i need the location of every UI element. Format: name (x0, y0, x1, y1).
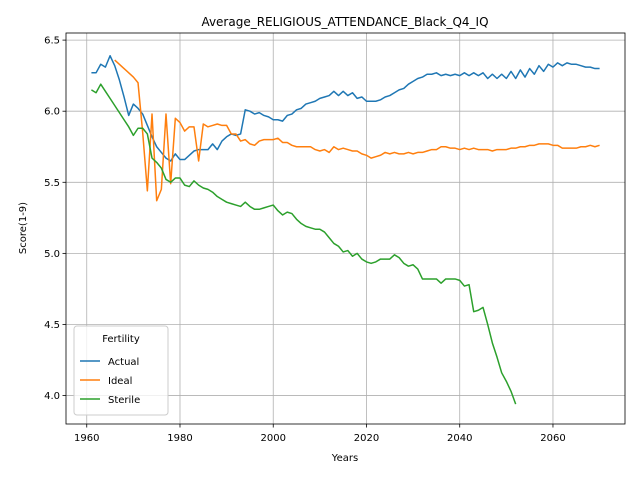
x-tick-label: 2060 (540, 433, 565, 444)
y-tick-label: 6.5 (44, 36, 60, 47)
line-series (91, 55, 600, 162)
legend-label: Ideal (108, 376, 132, 387)
y-tick-label: 4.0 (44, 391, 60, 402)
chart-title: Average_RELIGIOUS_ATTENDANCE_Black_Q4_IQ (201, 15, 488, 29)
legend-label: Actual (108, 357, 139, 368)
y-tick-label: 5.0 (44, 249, 60, 260)
x-tick-label: 1960 (74, 433, 99, 444)
x-tick-label: 2020 (354, 433, 379, 444)
line-series (114, 59, 600, 202)
x-tick-label: 2000 (261, 433, 286, 444)
legend-box (73, 325, 169, 416)
y-tick-label: 5.5 (44, 178, 60, 189)
legend-title: Fertility (102, 334, 140, 345)
y-tick-label: 6.0 (44, 107, 60, 118)
x-axis-label: Years (331, 453, 358, 464)
legend: Fertility Actual Ideal Sterile (73, 325, 169, 416)
plot-frame (65, 32, 626, 425)
x-tick-label: 1980 (167, 433, 192, 444)
line-series (91, 83, 517, 405)
y-tick-label: 4.5 (44, 320, 60, 331)
legend-label: Sterile (108, 395, 140, 406)
y-axis-label: Score(1-9) (18, 202, 29, 254)
x-tick-label: 2040 (447, 433, 472, 444)
